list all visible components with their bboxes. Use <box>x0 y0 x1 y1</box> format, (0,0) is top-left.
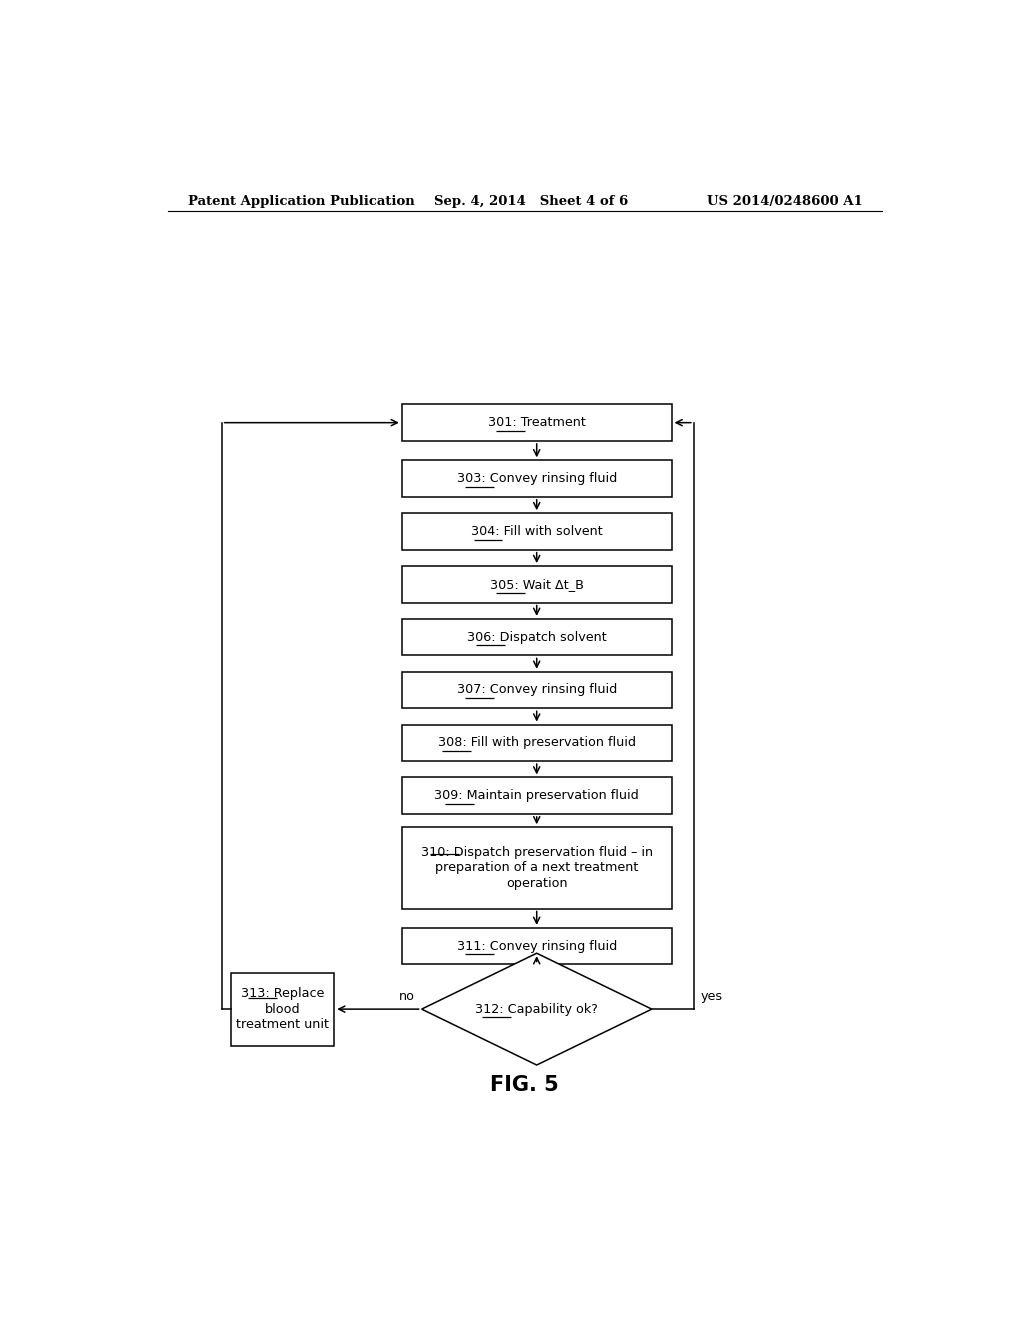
FancyBboxPatch shape <box>401 828 672 908</box>
Text: 313: Replace
blood
treatment unit: 313: Replace blood treatment unit <box>237 987 330 1031</box>
Polygon shape <box>422 953 652 1065</box>
Text: yes: yes <box>700 990 722 1003</box>
Text: FIG. 5: FIG. 5 <box>490 1076 559 1096</box>
Text: 307: Convey rinsing fluid: 307: Convey rinsing fluid <box>457 684 616 697</box>
Text: 303: Convey rinsing fluid: 303: Convey rinsing fluid <box>457 473 616 484</box>
Text: 310: Dispatch preservation fluid – in
preparation of a next treatment
operation: 310: Dispatch preservation fluid – in pr… <box>421 846 652 890</box>
Text: no: no <box>399 990 416 1003</box>
FancyBboxPatch shape <box>401 461 672 496</box>
Text: 308: Fill with preservation fluid: 308: Fill with preservation fluid <box>437 737 636 750</box>
Text: 304: Fill with solvent: 304: Fill with solvent <box>471 525 602 539</box>
FancyBboxPatch shape <box>231 973 334 1045</box>
Text: US 2014/0248600 A1: US 2014/0248600 A1 <box>708 194 863 207</box>
FancyBboxPatch shape <box>401 513 672 549</box>
FancyBboxPatch shape <box>401 672 672 709</box>
FancyBboxPatch shape <box>401 725 672 762</box>
Text: 311: Convey rinsing fluid: 311: Convey rinsing fluid <box>457 940 616 953</box>
FancyBboxPatch shape <box>401 566 672 602</box>
Text: 309: Maintain preservation fluid: 309: Maintain preservation fluid <box>434 789 639 803</box>
FancyBboxPatch shape <box>401 777 672 814</box>
Text: 306: Dispatch solvent: 306: Dispatch solvent <box>467 631 606 644</box>
FancyBboxPatch shape <box>401 404 672 441</box>
Text: 312: Capability ok?: 312: Capability ok? <box>475 1003 598 1015</box>
Text: 305: Wait Δt_B: 305: Wait Δt_B <box>489 578 584 591</box>
FancyBboxPatch shape <box>401 928 672 965</box>
Text: Sep. 4, 2014   Sheet 4 of 6: Sep. 4, 2014 Sheet 4 of 6 <box>433 194 628 207</box>
Text: 301: Treatment: 301: Treatment <box>487 416 586 429</box>
FancyBboxPatch shape <box>401 619 672 656</box>
Text: Patent Application Publication: Patent Application Publication <box>187 194 415 207</box>
